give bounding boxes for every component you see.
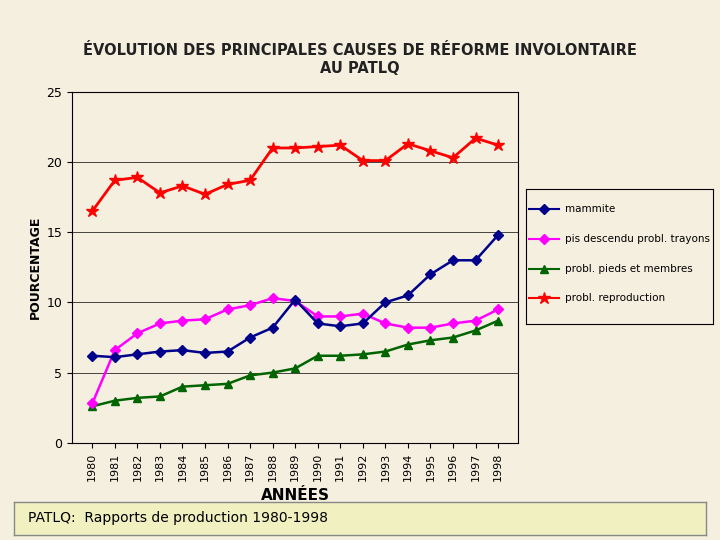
Text: probl. reproduction: probl. reproduction (565, 293, 665, 303)
Text: probl. pieds et membres: probl. pieds et membres (565, 264, 693, 274)
Text: PATLQ:  Rapports de production 1980-1998: PATLQ: Rapports de production 1980-1998 (28, 511, 328, 525)
Text: pis descendu probl. trayons: pis descendu probl. trayons (565, 234, 710, 244)
Text: ÉVOLUTION DES PRINCIPALES CAUSES DE RÉFORME INVOLONTAIRE
AU PATLQ: ÉVOLUTION DES PRINCIPALES CAUSES DE RÉFO… (83, 43, 637, 76)
Y-axis label: POURCENTAGE: POURCENTAGE (29, 215, 42, 319)
X-axis label: ANNÉES: ANNÉES (261, 488, 330, 503)
Text: mammite: mammite (565, 204, 615, 214)
